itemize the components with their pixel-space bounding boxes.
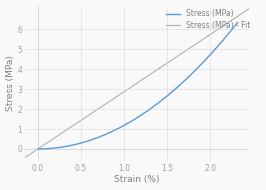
X-axis label: Strain (%): Strain (%) [114,175,160,184]
Legend: Stress (MPa), Stress (MPa) - Fit: Stress (MPa), Stress (MPa) - Fit [163,6,253,33]
Y-axis label: Stress (MPa): Stress (MPa) [6,55,15,111]
